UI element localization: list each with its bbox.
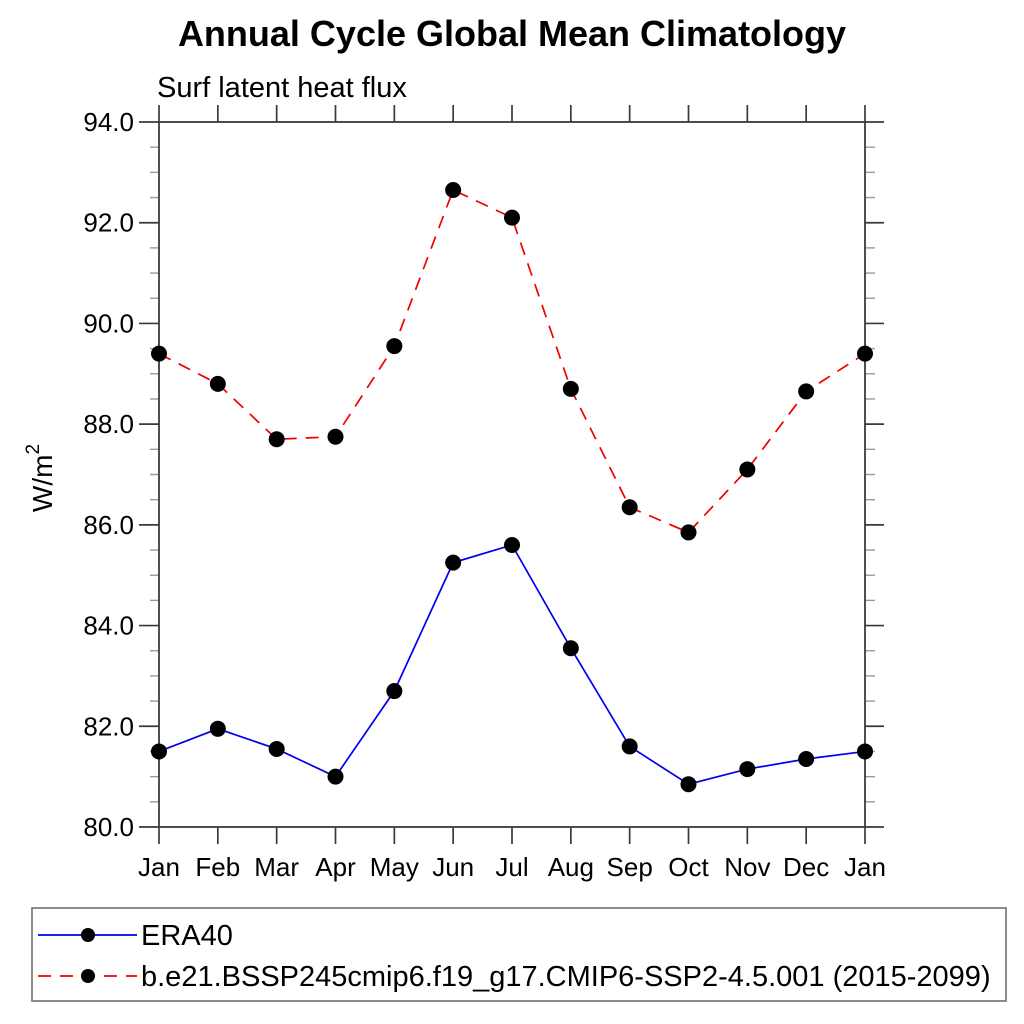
y-tick-label: 92.0 (83, 208, 134, 238)
data-point-marker (504, 209, 520, 226)
plot-border (158, 121, 866, 828)
data-point-marker (504, 537, 520, 553)
legend-label-model: b.e21.BSSP245cmip6.f19_g17.CMIP6-SSP2-4.… (141, 961, 991, 993)
y-tick-label: 80.0 (83, 812, 134, 842)
legend-sample-marker (81, 928, 95, 942)
y-tick-label: 90.0 (83, 308, 134, 338)
axis-tick-labels: 80.0 82.0 84.0 86.0 88.0 90.0 92.0 94.0 Jan Feb Ma… (83, 107, 886, 882)
y-axis-label: W/m2 (23, 444, 58, 512)
chart-title: Annual Cycle Global Mean Climatology (178, 13, 846, 54)
legend-border (31, 907, 1007, 1002)
month-label: Dec (783, 852, 829, 882)
y-tick-label: 84.0 (83, 611, 134, 641)
month-label: Mar (254, 852, 299, 882)
data-point-marker (739, 761, 756, 778)
month-label: Sep (607, 852, 653, 882)
y-tick-label: 88.0 (83, 409, 134, 439)
month-label: Jan (138, 852, 180, 882)
data-point-marker (621, 499, 638, 516)
month-label: Feb (195, 852, 240, 882)
data-point-marker (739, 461, 756, 478)
legend-box-graphics (31, 907, 1007, 1002)
data-point-marker (209, 720, 226, 737)
month-label: Oct (668, 852, 709, 882)
data-point-marker (562, 380, 579, 397)
legend-label-era40: ERA40 (141, 920, 233, 952)
data-point-marker (209, 375, 226, 392)
month-label: May (370, 852, 419, 882)
y-minor-ticks (150, 146, 875, 803)
axis-major-ticks (139, 105, 884, 844)
month-label: Jul (495, 852, 528, 882)
data-point-marker (680, 524, 697, 541)
data-point-marker (327, 428, 344, 445)
data-series (151, 181, 873, 793)
y-tick-label: 82.0 (83, 711, 134, 741)
data-point-marker (798, 751, 815, 768)
data-point-marker (798, 383, 815, 400)
data-point-marker (268, 431, 285, 448)
data-point-marker (621, 738, 638, 755)
data-point-marker (680, 776, 697, 793)
data-point-marker (857, 345, 873, 362)
data-point-marker (386, 338, 403, 355)
data-point-marker (386, 683, 403, 700)
y-axis-label-base: W/m (27, 455, 58, 513)
month-label: Nov (724, 852, 770, 882)
month-label: Jan (844, 852, 886, 882)
series-line (158, 188, 866, 534)
data-point-marker (151, 345, 167, 362)
data-point-marker (445, 181, 462, 198)
month-label: Apr (315, 852, 356, 882)
data-point-marker (268, 740, 285, 757)
y-tick-label: 94.0 (83, 107, 134, 137)
data-point-marker (445, 554, 462, 571)
data-point-marker (562, 640, 579, 657)
data-point-marker (151, 743, 167, 760)
data-point-marker (327, 768, 344, 785)
month-label: Jun (432, 852, 474, 882)
plot-frame (158, 121, 866, 828)
data-point-marker (857, 743, 873, 760)
series-line (158, 543, 866, 786)
y-tick-label: 86.0 (83, 510, 134, 540)
legend-sample-marker (81, 969, 95, 983)
y-axis-label-exponent: 2 (23, 444, 44, 455)
chart-subtitle: Surf latent heat flux (157, 72, 407, 104)
month-label: Aug (548, 852, 594, 882)
